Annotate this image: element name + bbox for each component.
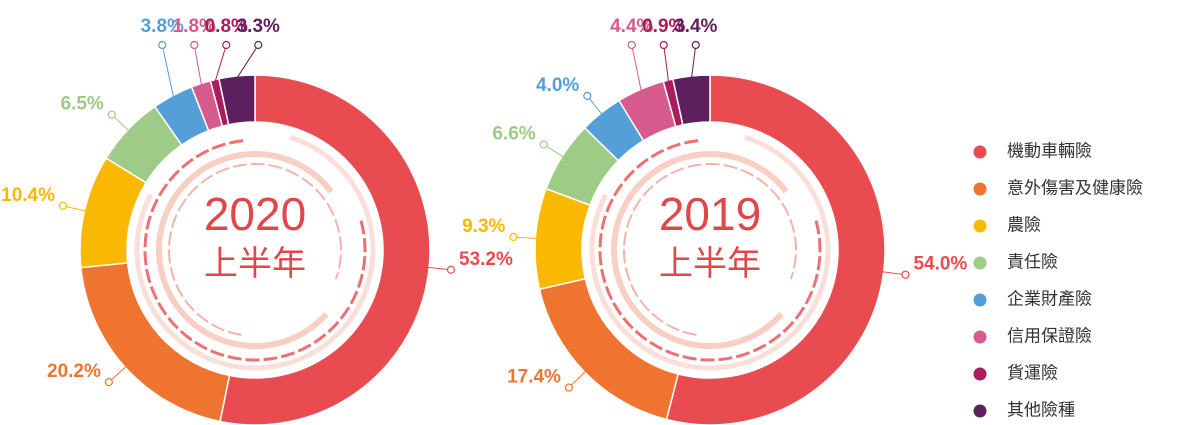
value-label: 9.3% (462, 216, 505, 237)
leader-line (161, 44, 175, 98)
value-label: 4.4% (610, 16, 653, 37)
leader-dot (446, 265, 456, 274)
value-label: 20.2% (47, 361, 101, 382)
center-year: 2019 (659, 188, 761, 240)
leader-line (214, 44, 227, 82)
value-label: 3.8% (141, 16, 184, 37)
value-label: 6.5% (61, 94, 104, 115)
legend-marker (973, 219, 987, 233)
legend-label: 信用保證險 (1007, 326, 1092, 345)
legend-label: 企業財產險 (1007, 289, 1092, 308)
leader-dot (107, 110, 116, 119)
legend-label: 農險 (1007, 215, 1041, 234)
value-label: 1.8% (173, 16, 216, 37)
value-label: 54.0% (913, 254, 967, 275)
value-label: 3.4% (674, 16, 717, 37)
legend-marker (973, 330, 987, 344)
leader-dot (659, 40, 668, 50)
value-label: 17.4% (507, 367, 561, 388)
donut-slice (80, 262, 231, 423)
leader-dot (222, 40, 231, 50)
leader-dot (254, 40, 263, 50)
value-label: 4.0% (536, 75, 579, 96)
leader-line (663, 44, 670, 83)
decor-ring (168, 163, 342, 336)
leader-dot (627, 40, 636, 50)
donut-slice (665, 74, 886, 425)
legend-marker (973, 145, 987, 159)
legend-label: 機動車輛險 (1007, 141, 1092, 160)
center-subtitle: 上半年 (204, 245, 306, 283)
leader-line (691, 44, 697, 79)
leader-line (236, 44, 259, 79)
decor-ring (623, 163, 797, 336)
donut-slice (672, 74, 711, 126)
donut-slice (219, 74, 431, 425)
leader-dot (564, 383, 574, 392)
leader-dot (58, 201, 68, 210)
decor-ring (143, 138, 367, 362)
leader-dot (583, 91, 592, 100)
leader-dot (509, 232, 518, 242)
decor-ring (156, 151, 334, 349)
legend-marker (973, 293, 987, 307)
decor-ring (598, 138, 822, 362)
legend-marker (973, 182, 987, 196)
legend-label: 意外傷害及健康險 (1007, 178, 1143, 197)
donut-slice (538, 277, 680, 421)
leader-dot (691, 40, 700, 50)
value-label: 0.8% (205, 16, 248, 37)
value-label: 53.2% (459, 249, 513, 270)
decor-ring (589, 134, 831, 371)
leader-dot (158, 40, 167, 50)
leader-dot (539, 140, 548, 149)
center-year: 2020 (204, 188, 306, 240)
value-label: 3.3% (237, 16, 280, 37)
decor-ring (611, 151, 789, 349)
value-label: 10.4% (1, 185, 55, 206)
decor-ring (134, 134, 376, 371)
donut-slice (534, 187, 592, 291)
donut-slice (218, 74, 256, 126)
legend-marker (973, 256, 987, 270)
value-label: 6.6% (492, 123, 535, 144)
leader-line (631, 44, 642, 92)
leader-line (193, 44, 203, 86)
legend-label: 責任險 (1007, 252, 1058, 271)
legend-label: 其他險種 (1007, 400, 1075, 419)
leader-dot (901, 270, 910, 279)
leader-dot (190, 40, 199, 50)
leader-dot (104, 378, 113, 387)
legend-label: 貨運險 (1007, 363, 1058, 382)
center-subtitle: 上半年 (659, 245, 761, 283)
legend-marker (973, 404, 987, 418)
value-label: 0.9% (642, 16, 685, 37)
legend-marker (973, 367, 987, 381)
